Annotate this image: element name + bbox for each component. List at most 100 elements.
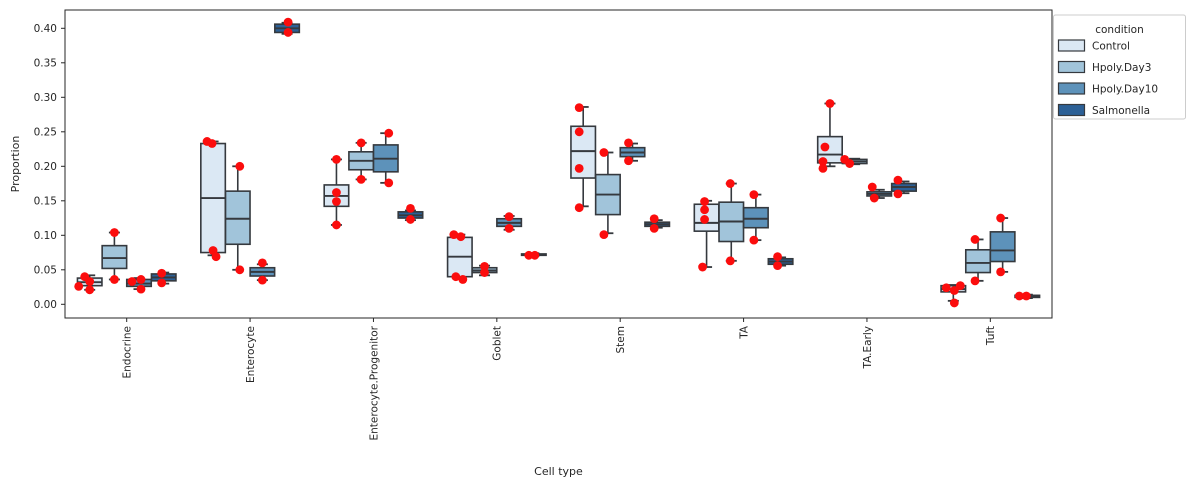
strip-point xyxy=(283,28,293,37)
strip-point xyxy=(599,230,609,240)
strip-point xyxy=(749,190,759,199)
strip-point xyxy=(127,277,137,286)
strip-point xyxy=(749,235,759,245)
strip-point xyxy=(257,258,267,268)
y-tick-label: 0.20 xyxy=(34,161,57,173)
strip-point xyxy=(85,277,95,286)
strip-point xyxy=(818,163,828,173)
strip-point xyxy=(725,256,735,266)
strip-point xyxy=(700,205,709,215)
strip-point xyxy=(1014,291,1024,301)
strip-point xyxy=(157,278,167,288)
box-rect xyxy=(742,206,769,229)
legend-swatch-Hpoly.Day3 xyxy=(1057,60,1086,74)
strip-point xyxy=(504,212,514,222)
strip-point xyxy=(235,161,245,171)
strip-point xyxy=(110,275,119,284)
strip-point xyxy=(1021,291,1031,301)
legend-title: condition xyxy=(1095,24,1144,36)
box-TA-Hpoly.Day3 xyxy=(718,182,745,262)
x-tick-label: Tuft xyxy=(985,326,997,346)
x-tick-label: TA.Early xyxy=(862,326,874,369)
strip-point xyxy=(332,220,341,230)
strip-point xyxy=(820,142,830,152)
strip-point xyxy=(869,193,879,203)
legend: condition Control Hpoly.Day3 Hpoly.Day10 Sal… xyxy=(1053,14,1186,120)
strip-point xyxy=(649,214,659,224)
strip-point xyxy=(949,298,959,308)
y-tick-label: 0.00 xyxy=(34,299,57,311)
strip-point xyxy=(700,197,709,206)
strip-point xyxy=(996,267,1006,277)
strip-point xyxy=(574,103,584,113)
box-Stem-Hpoly.Day10 xyxy=(619,142,646,162)
x-tick-label: Stem xyxy=(615,326,627,353)
box-Enterocyte-Hpoly.Day3 xyxy=(224,165,251,271)
legend-swatch-Control xyxy=(1057,39,1086,52)
legend-label: Control xyxy=(1092,40,1130,52)
box-rect xyxy=(224,190,251,246)
box-rect xyxy=(989,231,1016,263)
strip-point xyxy=(818,157,828,166)
strip-point xyxy=(406,215,415,224)
strip-point xyxy=(996,213,1006,223)
x-tick-label: Goblet xyxy=(492,326,504,361)
y-tick-label: 0.30 xyxy=(34,92,57,104)
strip-point xyxy=(949,286,959,295)
strip-point xyxy=(698,262,707,272)
x-tick-label: Endocrine xyxy=(122,326,134,379)
x-tick-label: Enterocyte xyxy=(245,326,257,383)
box-Enterocyte-Control xyxy=(200,140,227,257)
strip-point xyxy=(136,275,146,284)
strip-point xyxy=(356,175,366,184)
y-axis-label: Proportion xyxy=(9,136,22,193)
legend-swatch-Hpoly.Day10 xyxy=(1057,82,1086,95)
x-axis-label: Cell type xyxy=(534,465,583,478)
strip-point xyxy=(825,99,835,108)
legend-box xyxy=(1053,14,1186,120)
strip-point xyxy=(955,281,965,291)
legend-swatch-Salmonella xyxy=(1057,103,1086,117)
strip-point xyxy=(893,175,903,185)
strip-point xyxy=(458,275,468,284)
legend-label: Hpoly.Day10 xyxy=(1092,83,1158,95)
strip-point xyxy=(85,285,95,295)
strip-point xyxy=(136,284,146,294)
strip-point xyxy=(406,203,415,213)
strip-point xyxy=(110,228,119,237)
x-tick-label: TA xyxy=(738,325,750,340)
strip-point xyxy=(624,138,633,148)
box-rect xyxy=(964,248,992,274)
strip-point xyxy=(700,215,709,224)
strip-point xyxy=(624,156,633,166)
plot-border xyxy=(64,9,1053,319)
strip-point xyxy=(74,281,84,291)
strip-point xyxy=(504,224,514,233)
strip-point xyxy=(235,265,245,275)
strip-point xyxy=(574,127,584,137)
y-tick-label: 0.10 xyxy=(34,230,57,242)
strip-point xyxy=(257,275,267,285)
legend-label: Hpoly.Day3 xyxy=(1092,62,1151,74)
strip-point xyxy=(332,155,341,164)
box-Tuft-Hpoly.Day10 xyxy=(989,217,1016,273)
strip-point xyxy=(207,139,217,148)
box-Stem-Hpoly.Day3 xyxy=(594,151,621,235)
y-tick-label: 0.25 xyxy=(34,126,57,138)
strip-point xyxy=(970,276,980,286)
strip-point xyxy=(449,230,459,240)
x-tick-label: Enterocyte.Progenitor xyxy=(368,325,380,440)
strip-point xyxy=(867,182,877,192)
strip-point xyxy=(773,252,782,262)
y-tick-label: 0.05 xyxy=(34,264,57,276)
box-rect xyxy=(570,125,597,179)
strip-point xyxy=(480,261,489,271)
strip-point xyxy=(649,224,659,233)
strip-point xyxy=(157,268,167,278)
strip-point xyxy=(356,138,366,148)
strip-point xyxy=(384,128,394,138)
box-rect xyxy=(101,244,128,270)
strip-point xyxy=(599,148,609,157)
strip-point xyxy=(530,250,540,260)
